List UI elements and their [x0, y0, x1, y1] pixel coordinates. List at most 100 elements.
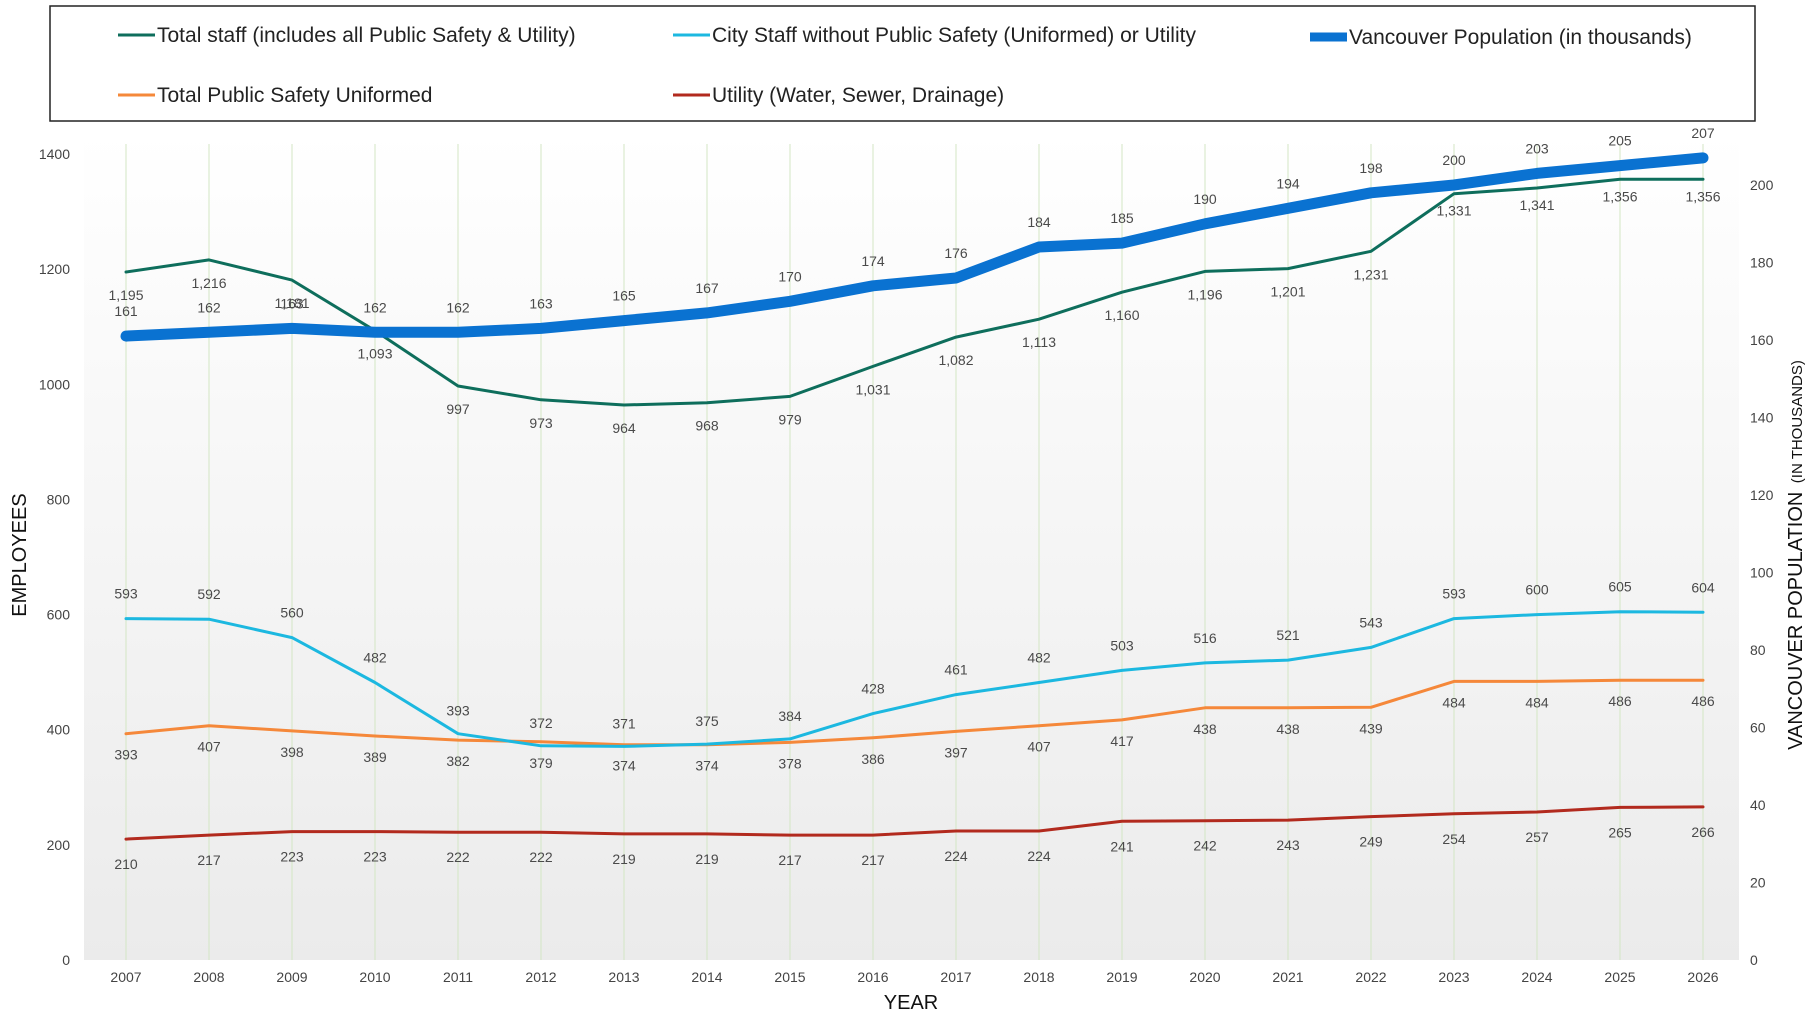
legend-box	[49, 5, 1756, 122]
data-label-population: 174	[861, 253, 885, 269]
x-axis-ticks: 2007 2008 2009 2010 2011 2012 2013 2014 2015 2016…	[110, 969, 1718, 985]
data-label-utility: 241	[1110, 838, 1134, 854]
series-lines	[120, 152, 1709, 841]
data-label-total-staff: 1,231	[1353, 266, 1388, 282]
left-tick-label: 1200	[39, 261, 70, 277]
data-label-population: 165	[612, 288, 636, 304]
x-tick-label: 2007	[110, 969, 141, 985]
left-tick-label: 400	[47, 722, 71, 738]
data-label-utility: 265	[1608, 824, 1632, 840]
data-label-city-staff: 461	[944, 662, 968, 678]
data-label-total-staff: 1,113	[1022, 334, 1056, 350]
right-tick-label: 40	[1750, 797, 1766, 813]
x-tick-label: 2015	[774, 969, 805, 985]
legend-label-utility: Utility (Water, Sewer, Drainage)	[712, 84, 1004, 107]
data-label-city-staff: 593	[114, 586, 138, 602]
data-label-utility: 224	[944, 848, 968, 864]
x-tick-label: 2020	[1189, 969, 1220, 985]
x-tick-label: 2022	[1355, 969, 1386, 985]
data-label-public-safety: 382	[446, 753, 470, 769]
data-label-population: 163	[529, 295, 553, 311]
data-label-public-safety: 386	[861, 751, 885, 767]
left-axis-ticks: 0 200 400 600 800 1000 1200 1400	[39, 146, 70, 968]
data-label-population: 200	[1442, 152, 1466, 168]
left-tick-label: 1000	[39, 376, 70, 392]
data-label-utility: 217	[778, 852, 802, 868]
data-label-utility: 217	[197, 852, 221, 868]
y2-axis-title-suffix: (IN THOUSANDS)	[1789, 360, 1806, 483]
data-label-total-staff: 1,195	[108, 287, 143, 303]
data-label-population: 184	[1027, 214, 1051, 230]
x-tick-label: 2009	[276, 969, 307, 985]
data-label-city-staff: 521	[1276, 627, 1300, 643]
x-tick-label: 2017	[940, 969, 971, 985]
data-label-total-staff: 1,201	[1270, 284, 1305, 300]
data-label-city-staff: 543	[1359, 614, 1383, 630]
legend-label-total-staff: Total staff (includes all Public Safety …	[157, 24, 576, 47]
data-label-population: 163	[280, 295, 304, 311]
data-label-city-staff: 384	[778, 708, 802, 724]
data-label-total-staff: 1,341	[1519, 197, 1554, 213]
data-label-utility: 257	[1525, 829, 1549, 845]
data-label-population: 207	[1691, 125, 1715, 141]
right-tick-label: 140	[1750, 410, 1774, 426]
x-tick-label: 2011	[443, 969, 473, 985]
data-label-utility: 242	[1193, 838, 1217, 854]
data-label-utility: 254	[1442, 831, 1466, 847]
data-label-utility: 266	[1691, 824, 1715, 840]
right-tick-label: 80	[1750, 642, 1766, 658]
data-label-population: 203	[1525, 140, 1549, 156]
data-label-total-staff: 973	[529, 415, 553, 431]
data-label-population: 176	[944, 245, 968, 261]
data-label-population: 162	[197, 299, 221, 315]
x-tick-label: 2016	[857, 969, 888, 985]
data-label-total-staff: 1,031	[855, 381, 890, 397]
data-label-city-staff: 600	[1525, 582, 1549, 598]
x-tick-label: 2018	[1023, 969, 1054, 985]
data-label-public-safety: 378	[778, 755, 802, 771]
data-label-total-staff: 1,331	[1436, 203, 1471, 219]
left-tick-label: 200	[47, 837, 71, 853]
data-label-city-staff: 605	[1608, 579, 1632, 595]
right-tick-label: 180	[1750, 255, 1774, 271]
data-label-public-safety: 393	[114, 747, 138, 763]
data-label-utility: 217	[861, 852, 885, 868]
data-label-utility: 223	[363, 849, 387, 865]
data-label-city-staff: 375	[695, 713, 719, 729]
data-label-utility: 243	[1276, 837, 1300, 853]
data-label-population: 161	[114, 303, 138, 319]
data-label-public-safety: 486	[1608, 693, 1632, 709]
data-label-population: 162	[363, 299, 387, 315]
data-label-public-safety: 439	[1359, 720, 1383, 736]
right-tick-label: 0	[1750, 952, 1758, 968]
data-label-public-safety: 484	[1442, 694, 1466, 710]
left-tick-label: 800	[47, 491, 71, 507]
data-label-public-safety: 398	[280, 744, 304, 760]
data-label-public-safety: 484	[1525, 694, 1549, 710]
x-tick-label: 2013	[608, 969, 639, 985]
data-label-city-staff: 393	[446, 703, 470, 719]
right-tick-label: 120	[1750, 487, 1774, 503]
data-label-public-safety: 438	[1276, 721, 1300, 737]
data-label-city-staff: 371	[612, 715, 636, 731]
right-axis-ticks: 0 20 40 60 80 100 120 140 160 180 200	[1750, 177, 1774, 968]
data-label-total-staff: 1,196	[1187, 286, 1222, 302]
legend-label-public-safety: Total Public Safety Uniformed	[157, 84, 432, 107]
data-label-population: 185	[1110, 210, 1134, 226]
data-label-public-safety: 374	[612, 758, 636, 774]
x-tick-label: 2024	[1521, 969, 1552, 985]
data-label-city-staff: 372	[529, 715, 553, 731]
data-label-utility: 210	[114, 856, 138, 872]
series-line-city-staff	[124, 610, 1705, 748]
data-label-public-safety: 417	[1110, 733, 1134, 749]
plot-area	[84, 132, 1739, 960]
right-tick-label: 20	[1750, 875, 1766, 891]
legend: Total staff (includes all Public Safety …	[118, 24, 1692, 107]
series-line-utility	[124, 805, 1705, 841]
data-label-public-safety: 407	[197, 739, 221, 755]
data-label-population: 170	[778, 268, 802, 284]
data-label-utility: 223	[280, 849, 304, 865]
y2-axis-title-main: VANCOUVER POPULATION	[1785, 492, 1807, 750]
x-tick-label: 2025	[1604, 969, 1635, 985]
